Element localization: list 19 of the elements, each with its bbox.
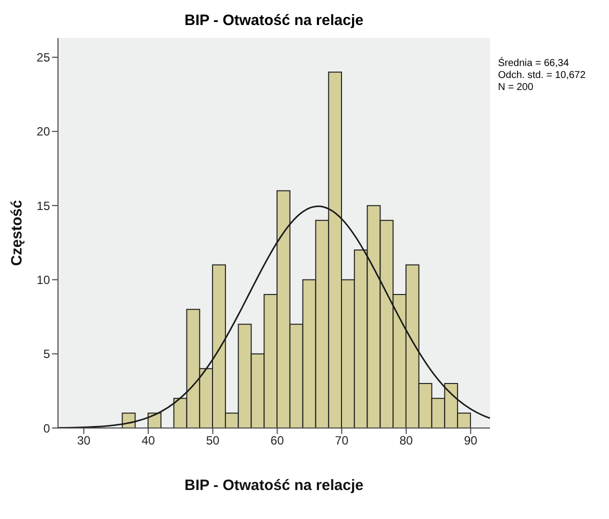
y-tick-label: 15 xyxy=(36,198,50,213)
x-tick-label: 80 xyxy=(400,434,414,448)
y-tick-label: 5 xyxy=(43,347,50,362)
y-tick-label: 20 xyxy=(36,124,50,139)
y-tick-label: 10 xyxy=(36,272,50,287)
x-tick-label: 30 xyxy=(77,434,91,448)
x-tick-label: 70 xyxy=(335,434,349,448)
text: Średnia = 66,34 xyxy=(498,58,570,70)
y-tick-label: 25 xyxy=(36,50,50,65)
x-tick-label: 60 xyxy=(270,434,284,448)
x-tick-label: 90 xyxy=(464,434,478,448)
chart-title: BIP - Otwatość na relacje xyxy=(184,12,364,29)
text: N = 200 xyxy=(498,82,534,94)
x-axis-title: BIP - Otwatość na relacje xyxy=(184,477,364,494)
x-tick-label: 50 xyxy=(206,434,220,448)
y-tick-label: 0 xyxy=(43,421,50,436)
text: Odch. std. = 10,672 xyxy=(498,70,586,82)
y-axis-title: Częstość xyxy=(8,200,26,266)
x-tick-label: 40 xyxy=(142,434,156,448)
